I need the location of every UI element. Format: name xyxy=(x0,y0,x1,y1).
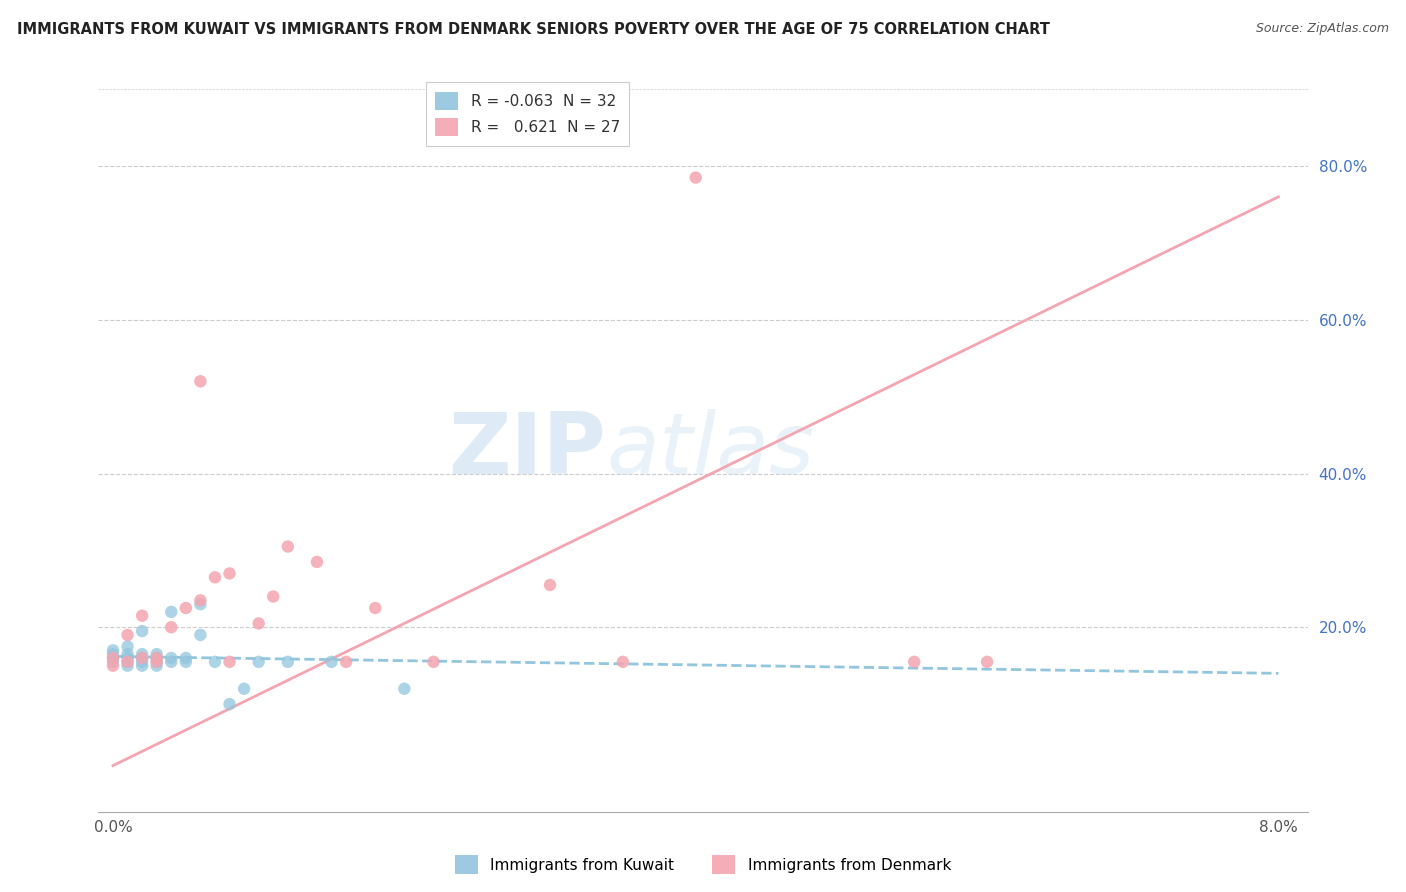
Text: IMMIGRANTS FROM KUWAIT VS IMMIGRANTS FROM DENMARK SENIORS POVERTY OVER THE AGE O: IMMIGRANTS FROM KUWAIT VS IMMIGRANTS FRO… xyxy=(17,22,1050,37)
Point xyxy=(233,681,256,696)
Legend: Immigrants from Kuwait, Immigrants from Denmark: Immigrants from Kuwait, Immigrants from … xyxy=(449,849,957,880)
Point xyxy=(204,570,226,584)
Point xyxy=(174,601,197,615)
Point xyxy=(117,655,139,669)
Point xyxy=(145,655,167,669)
Point xyxy=(131,647,153,661)
Point xyxy=(190,374,212,388)
Point xyxy=(394,681,416,696)
Point xyxy=(160,655,183,669)
Legend: R = -0.063  N = 32, R =   0.621  N = 27: R = -0.063 N = 32, R = 0.621 N = 27 xyxy=(426,82,628,145)
Point xyxy=(538,578,561,592)
Point xyxy=(422,655,444,669)
Point xyxy=(145,658,167,673)
Point xyxy=(262,590,284,604)
Point xyxy=(117,628,139,642)
Point xyxy=(145,651,167,665)
Point xyxy=(190,628,212,642)
Point xyxy=(101,658,124,673)
Point xyxy=(903,655,925,669)
Point xyxy=(174,651,197,665)
Point xyxy=(117,651,139,665)
Point xyxy=(131,608,153,623)
Point xyxy=(976,655,998,669)
Point xyxy=(364,601,387,615)
Point xyxy=(685,170,707,185)
Point xyxy=(277,655,299,669)
Point xyxy=(160,605,183,619)
Point xyxy=(218,655,240,669)
Point xyxy=(131,624,153,639)
Point xyxy=(218,566,240,581)
Point xyxy=(131,655,153,669)
Point xyxy=(101,651,124,665)
Point xyxy=(101,647,124,661)
Point xyxy=(131,651,153,665)
Point xyxy=(131,658,153,673)
Point xyxy=(277,540,299,554)
Point xyxy=(145,655,167,669)
Point xyxy=(145,651,167,665)
Point xyxy=(160,620,183,634)
Point xyxy=(190,593,212,607)
Point xyxy=(117,658,139,673)
Point xyxy=(117,640,139,654)
Point xyxy=(174,655,197,669)
Point xyxy=(101,655,124,669)
Point xyxy=(117,647,139,661)
Text: ZIP: ZIP xyxy=(449,409,606,492)
Point xyxy=(101,643,124,657)
Point xyxy=(305,555,328,569)
Point xyxy=(612,655,634,669)
Text: atlas: atlas xyxy=(606,409,814,492)
Point xyxy=(190,597,212,611)
Point xyxy=(101,651,124,665)
Point xyxy=(131,651,153,665)
Point xyxy=(204,655,226,669)
Point xyxy=(247,616,270,631)
Point xyxy=(117,655,139,669)
Point xyxy=(335,655,357,669)
Point xyxy=(247,655,270,669)
Point xyxy=(218,697,240,711)
Text: Source: ZipAtlas.com: Source: ZipAtlas.com xyxy=(1256,22,1389,36)
Point xyxy=(321,655,343,669)
Point xyxy=(160,651,183,665)
Point xyxy=(145,647,167,661)
